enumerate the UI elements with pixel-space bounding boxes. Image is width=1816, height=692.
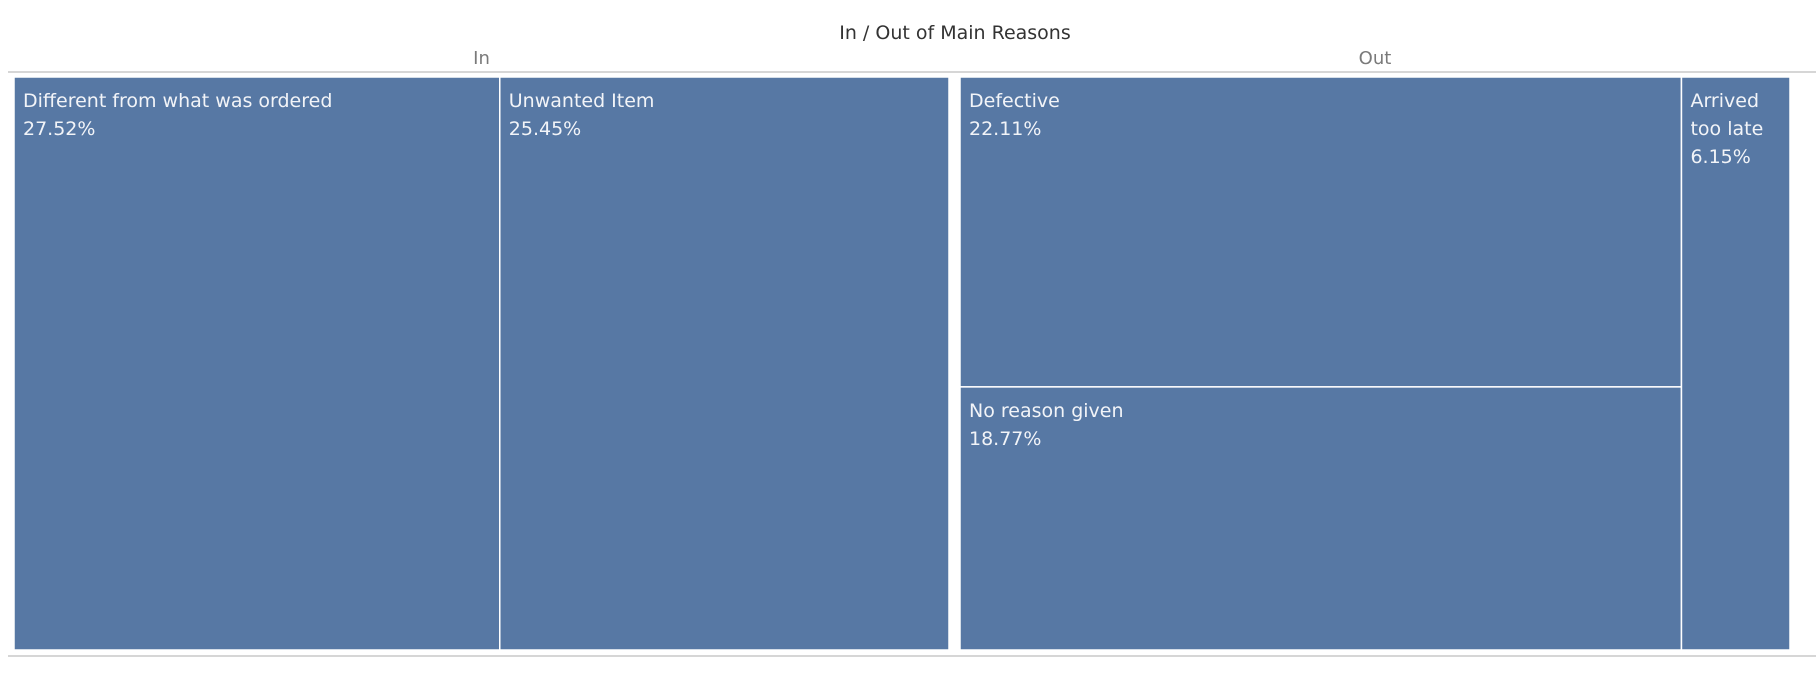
tile-value: 25.45% [509, 118, 581, 140]
panel-label-out: Out [1359, 48, 1392, 69]
tile-value: 6.15% [1690, 146, 1750, 168]
tile-no-reason-given[interactable] [959, 386, 1683, 651]
tile-label: Defective [969, 90, 1060, 112]
tile-label: Unwanted Item [509, 90, 655, 112]
panel-labels: In Out [473, 48, 1391, 69]
tile-unwanted-item[interactable] [499, 76, 950, 651]
tile-value: 22.11% [969, 118, 1041, 140]
chart-title: In / Out of Main Reasons [839, 22, 1071, 44]
treemap-tiles: Different from what was ordered 27.52% Unw… [13, 76, 1791, 651]
tile-label: Arrived too late [1690, 90, 1763, 140]
tile-defective[interactable] [959, 76, 1683, 388]
tile-value: 18.77% [969, 428, 1041, 450]
tile-label: No reason given [969, 400, 1124, 422]
tile-label: Different from what was ordered [23, 90, 332, 112]
tile-arrived-too-late[interactable] [1680, 76, 1791, 651]
tile-value: 27.52% [23, 118, 95, 140]
panel-label-in: In [473, 48, 490, 69]
tile-different-from-what-was-ordered[interactable] [13, 76, 501, 651]
